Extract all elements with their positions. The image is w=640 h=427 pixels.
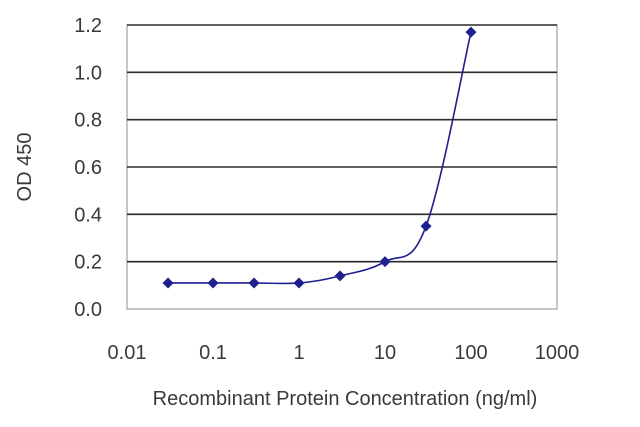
y-tick-label: 0.4 [74,204,102,226]
x-tick-label: 0.01 [108,342,147,364]
x-tick-label: 0.1 [199,342,227,364]
x-axis-title: Recombinant Protein Concentration (ng/ml… [153,388,538,410]
x-tick-label: 1000 [535,342,580,364]
y-tick-label: 0.0 [74,299,102,321]
data-point [293,277,305,289]
y-tick-label: 1.0 [74,62,102,84]
plot-area [126,24,558,310]
series-layer [162,26,477,289]
y-tick-label: 0.2 [74,252,102,274]
data-point [465,26,477,38]
x-tick-label: 100 [454,342,487,364]
y-tick-label: 0.6 [74,157,102,179]
y-axis-title: OD 450 [14,133,36,202]
data-point [420,220,432,232]
y-tick-label: 0.8 [74,110,102,132]
x-tick-label: 1 [293,342,304,364]
x-tick-labels: 0.01 0.1 1 10 100 1000 [108,342,580,364]
data-point [379,256,391,268]
x-tick-label: 10 [374,342,396,364]
y-tick-label: 1.2 [74,15,102,37]
data-point [162,277,174,289]
data-point [248,277,260,289]
gridlines [127,24,557,263]
data-point [334,270,346,282]
data-point [207,277,219,289]
y-tick-labels: 0.0 0.2 0.4 0.6 0.8 1.0 1.2 [74,15,102,321]
